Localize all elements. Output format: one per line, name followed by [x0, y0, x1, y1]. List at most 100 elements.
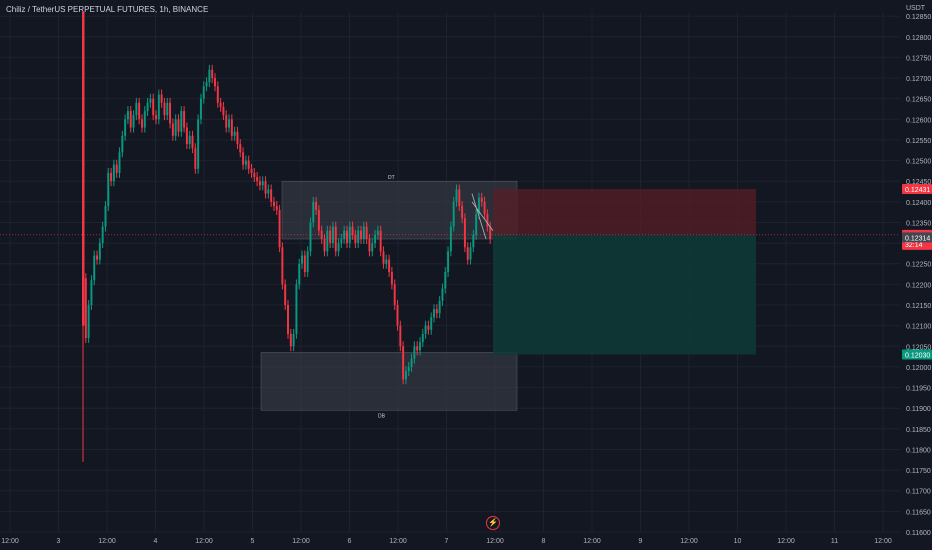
- candle-body: [463, 218, 466, 248]
- candle-body: [157, 94, 160, 120]
- candle-body: [272, 201, 275, 206]
- candle-body: [385, 259, 388, 264]
- candle-body: [421, 333, 424, 343]
- candle-body: [211, 69, 214, 79]
- y-tick-label: 0.12750: [906, 55, 931, 62]
- candle-body: [199, 98, 202, 120]
- y-tick-label: 0.12250: [906, 262, 931, 269]
- y-tick-label: 0.12450: [906, 179, 931, 186]
- candle-body: [171, 123, 174, 136]
- candle-body: [194, 148, 197, 169]
- candle-body: [143, 111, 146, 128]
- candle-body: [472, 234, 475, 248]
- x-tick-label: 12:00: [680, 538, 698, 545]
- candle-body: [306, 251, 309, 272]
- candle-body: [93, 255, 96, 281]
- y-tick-label: 0.12850: [906, 14, 931, 21]
- candle-body: [441, 288, 444, 301]
- candle-body: [289, 333, 292, 347]
- candle-body: [382, 251, 385, 264]
- candle-body: [208, 69, 211, 83]
- candle-body: [129, 111, 132, 128]
- candle-body: [331, 226, 334, 244]
- candle-body: [160, 94, 163, 103]
- candle-body: [301, 255, 304, 264]
- candle-body: [216, 86, 219, 103]
- candle-body: [345, 230, 348, 244]
- candle-body: [239, 144, 242, 153]
- candle-body: [351, 226, 354, 235]
- candle-body: [399, 325, 402, 347]
- candle-body: [348, 226, 351, 244]
- candle-body: [104, 205, 107, 227]
- candle-body: [461, 205, 464, 219]
- candle-body: [371, 243, 374, 252]
- lightning-icon[interactable]: ⚡: [486, 516, 500, 530]
- x-tick-label: 10: [734, 538, 742, 545]
- candle-body: [458, 189, 461, 206]
- price-tag: [902, 349, 932, 360]
- y-tick-label: 0.11750: [906, 468, 931, 475]
- take-profit-zone: [493, 234, 756, 355]
- y-tick-label: 0.12700: [906, 76, 931, 83]
- candle-body: [138, 102, 141, 120]
- candle-body: [87, 305, 90, 339]
- candle-body: [404, 371, 407, 380]
- candle-body: [433, 309, 436, 318]
- candle-body: [444, 272, 447, 289]
- candle-body: [152, 98, 155, 116]
- pattern-line: [471, 201, 494, 231]
- x-tick-label: 12:00: [486, 538, 504, 545]
- candle-body: [205, 82, 208, 87]
- candle-body: [360, 230, 362, 239]
- candle-body: [228, 119, 231, 128]
- candle-body: [365, 226, 368, 239]
- candle-body: [447, 251, 450, 272]
- candle-body: [124, 119, 127, 136]
- candle-body: [126, 111, 129, 120]
- price-tag: [902, 184, 932, 195]
- candle-body: [250, 168, 253, 173]
- candle-body: [281, 247, 284, 285]
- candle-body: [183, 111, 186, 128]
- candle-body: [455, 189, 458, 202]
- candle-body: [264, 181, 267, 194]
- candle-body: [295, 284, 298, 334]
- candle-body: [430, 317, 433, 330]
- candle-body: [489, 226, 492, 239]
- candle-body: [197, 119, 200, 169]
- x-tick-label: 11: [831, 538, 838, 545]
- candle-body: [438, 300, 441, 314]
- candle-body: [396, 305, 399, 326]
- y-tick-label: 0.12600: [906, 117, 931, 124]
- y-tick-label: 0.12350: [906, 220, 931, 227]
- candle-body: [326, 230, 329, 252]
- candle-body: [140, 119, 143, 128]
- y-tick-label: 0.12550: [906, 138, 931, 145]
- candle-body: [180, 111, 183, 132]
- candle-body: [374, 234, 377, 244]
- y-tick-label: 0.11650: [906, 509, 931, 516]
- x-tick-label: 12:00: [98, 538, 116, 545]
- y-tick-label: 0.12100: [906, 324, 931, 331]
- candle-body: [174, 119, 177, 136]
- chart-title: Chiliz / TetherUS PERPETUAL FUTURES, 1h,…: [6, 5, 209, 14]
- candle-body: [424, 325, 427, 334]
- y-tick-label: 0.11950: [906, 386, 931, 393]
- candle-body: [452, 201, 455, 227]
- y-tick-label: 0.12050: [906, 344, 931, 351]
- candle-body: [261, 181, 264, 186]
- y-tick-label: 0.11900: [906, 406, 931, 413]
- candle-body: [357, 230, 360, 244]
- candle-body: [388, 259, 391, 272]
- candle-body: [413, 346, 416, 359]
- candle-body: [309, 222, 312, 252]
- x-tick-label: 3: [57, 538, 61, 545]
- candle-body: [475, 214, 478, 235]
- candle-body: [84, 278, 87, 339]
- candle-body: [135, 102, 138, 116]
- y-tick-label: 0.12650: [906, 97, 931, 104]
- candle-body: [323, 238, 326, 252]
- candle-body: [466, 247, 469, 260]
